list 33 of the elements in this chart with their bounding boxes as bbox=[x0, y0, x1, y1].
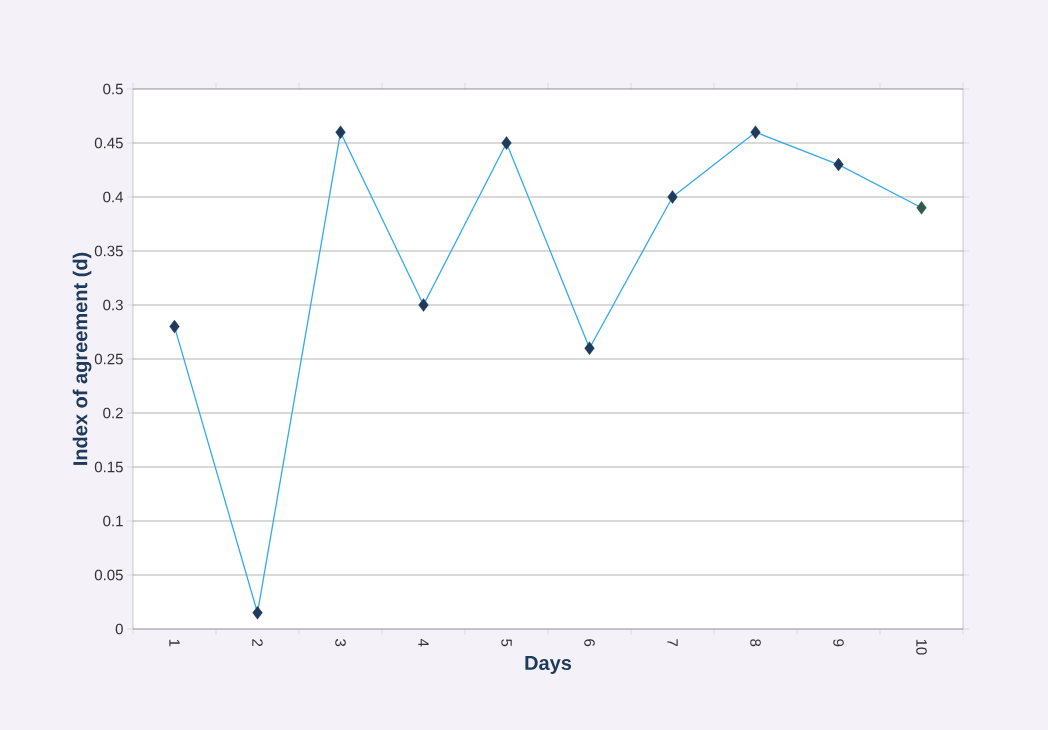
x-tick-label: 2 bbox=[252, 639, 263, 647]
x-tick-label: 5 bbox=[501, 639, 512, 647]
x-tick-label: 4 bbox=[418, 638, 429, 647]
y-tick-label: 0.25 bbox=[94, 353, 123, 365]
y-tick-label: 0 bbox=[115, 623, 123, 635]
point bbox=[252, 606, 263, 620]
y-tick-label: 0.1 bbox=[103, 515, 123, 527]
x-tick-label: 6 bbox=[584, 639, 595, 647]
y-tick-label: 0.2 bbox=[103, 407, 123, 419]
point bbox=[169, 319, 180, 334]
y-tick-label: 0.5 bbox=[103, 83, 123, 95]
x-tick-label: 8 bbox=[750, 639, 761, 647]
x-tick-label: 1 bbox=[169, 639, 180, 647]
y-tick-label: 0.4 bbox=[103, 191, 124, 203]
y-tick-label: 0.3 bbox=[103, 299, 123, 311]
y-tick-label: 0.05 bbox=[94, 569, 123, 581]
y-axis-title: Index of agreement (d) bbox=[72, 252, 92, 465]
point bbox=[750, 125, 761, 139]
x-tick-label: 9 bbox=[833, 639, 844, 647]
point bbox=[584, 341, 595, 355]
y-tick-label: 0.35 bbox=[94, 245, 123, 257]
point bbox=[335, 125, 346, 139]
x-tick-label: 7 bbox=[667, 639, 678, 647]
x-tick-label: 3 bbox=[335, 639, 346, 647]
point bbox=[501, 136, 512, 150]
point bbox=[916, 201, 927, 215]
point bbox=[667, 190, 678, 204]
point bbox=[833, 157, 844, 172]
y-tick-label: 0.15 bbox=[94, 461, 123, 473]
x-axis-title: Days bbox=[525, 656, 572, 674]
x-tick-label: 10 bbox=[916, 639, 927, 655]
y-tick-label: 0.45 bbox=[94, 137, 123, 149]
point bbox=[418, 298, 429, 312]
